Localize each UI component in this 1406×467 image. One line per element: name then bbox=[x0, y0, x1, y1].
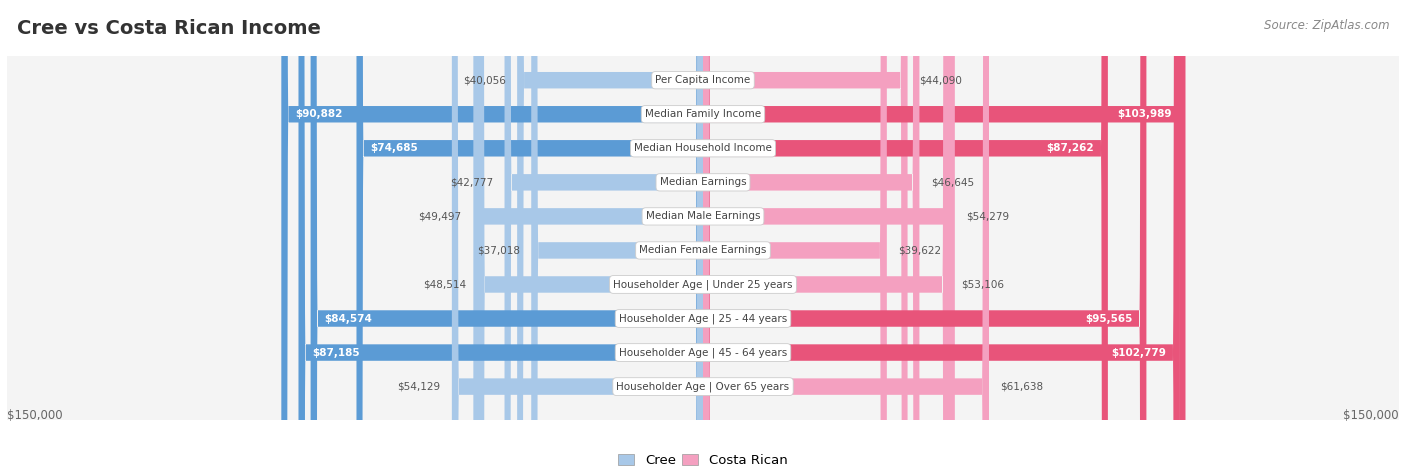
FancyBboxPatch shape bbox=[703, 0, 988, 467]
FancyBboxPatch shape bbox=[703, 0, 920, 467]
Text: $102,779: $102,779 bbox=[1111, 347, 1166, 358]
Text: Median Male Earnings: Median Male Earnings bbox=[645, 212, 761, 221]
FancyBboxPatch shape bbox=[517, 0, 703, 467]
Text: $84,574: $84,574 bbox=[325, 313, 373, 324]
Text: Householder Age | 25 - 44 years: Householder Age | 25 - 44 years bbox=[619, 313, 787, 324]
Text: $49,497: $49,497 bbox=[419, 212, 461, 221]
FancyBboxPatch shape bbox=[311, 0, 703, 467]
Text: $53,106: $53,106 bbox=[960, 279, 1004, 290]
FancyBboxPatch shape bbox=[474, 0, 703, 467]
Text: $150,000: $150,000 bbox=[1343, 409, 1399, 422]
FancyBboxPatch shape bbox=[357, 0, 703, 467]
Legend: Cree, Costa Rican: Cree, Costa Rican bbox=[613, 448, 793, 467]
Text: $150,000: $150,000 bbox=[7, 409, 63, 422]
Text: $74,685: $74,685 bbox=[370, 143, 418, 153]
Text: $40,056: $40,056 bbox=[463, 75, 506, 85]
Text: $103,989: $103,989 bbox=[1118, 109, 1171, 119]
Text: Source: ZipAtlas.com: Source: ZipAtlas.com bbox=[1264, 19, 1389, 32]
Text: Median Earnings: Median Earnings bbox=[659, 177, 747, 187]
FancyBboxPatch shape bbox=[703, 0, 1180, 467]
Text: $90,882: $90,882 bbox=[295, 109, 343, 119]
FancyBboxPatch shape bbox=[451, 0, 703, 467]
Text: $48,514: $48,514 bbox=[423, 279, 467, 290]
Text: $46,645: $46,645 bbox=[931, 177, 974, 187]
FancyBboxPatch shape bbox=[703, 0, 1108, 467]
FancyBboxPatch shape bbox=[703, 0, 1185, 467]
Text: Median Family Income: Median Family Income bbox=[645, 109, 761, 119]
FancyBboxPatch shape bbox=[703, 0, 955, 467]
FancyBboxPatch shape bbox=[531, 0, 703, 467]
FancyBboxPatch shape bbox=[703, 0, 949, 467]
FancyBboxPatch shape bbox=[505, 0, 703, 467]
FancyBboxPatch shape bbox=[703, 0, 887, 467]
Text: $42,777: $42,777 bbox=[450, 177, 494, 187]
Text: Householder Age | Over 65 years: Householder Age | Over 65 years bbox=[616, 382, 790, 392]
Text: Householder Age | Under 25 years: Householder Age | Under 25 years bbox=[613, 279, 793, 290]
Text: Median Household Income: Median Household Income bbox=[634, 143, 772, 153]
FancyBboxPatch shape bbox=[703, 0, 1146, 467]
FancyBboxPatch shape bbox=[478, 0, 703, 467]
Text: $54,279: $54,279 bbox=[966, 212, 1010, 221]
Text: $37,018: $37,018 bbox=[477, 246, 520, 255]
Text: $87,262: $87,262 bbox=[1046, 143, 1094, 153]
Text: $61,638: $61,638 bbox=[1001, 382, 1043, 392]
Text: $54,129: $54,129 bbox=[396, 382, 440, 392]
Text: Householder Age | 45 - 64 years: Householder Age | 45 - 64 years bbox=[619, 347, 787, 358]
FancyBboxPatch shape bbox=[298, 0, 703, 467]
Text: $39,622: $39,622 bbox=[898, 246, 942, 255]
Text: $87,185: $87,185 bbox=[312, 347, 360, 358]
Text: Cree vs Costa Rican Income: Cree vs Costa Rican Income bbox=[17, 19, 321, 38]
Text: $95,565: $95,565 bbox=[1085, 313, 1132, 324]
Text: $44,090: $44,090 bbox=[920, 75, 962, 85]
FancyBboxPatch shape bbox=[703, 0, 907, 467]
FancyBboxPatch shape bbox=[281, 0, 703, 467]
Text: Median Female Earnings: Median Female Earnings bbox=[640, 246, 766, 255]
Text: Per Capita Income: Per Capita Income bbox=[655, 75, 751, 85]
